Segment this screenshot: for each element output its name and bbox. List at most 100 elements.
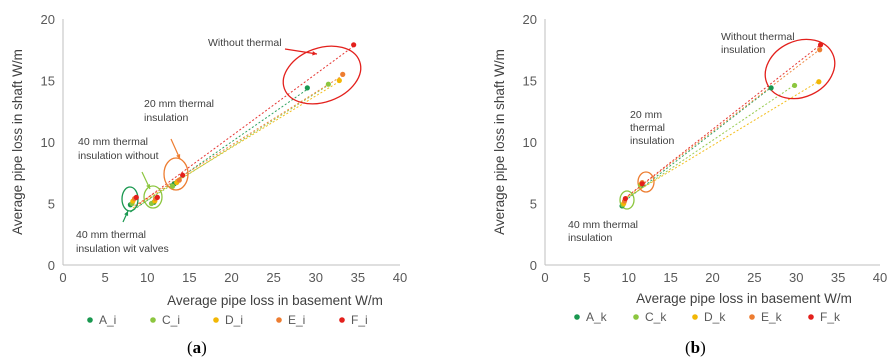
annotation-arrowhead — [124, 211, 129, 216]
x-tick-label: 0 — [59, 270, 66, 285]
data-point-A_i — [304, 85, 310, 91]
caption-b: (b) — [685, 338, 706, 358]
legend-marker-F_k — [808, 314, 814, 320]
data-point-D_k — [816, 79, 822, 85]
legend-label-E_i: E_i — [288, 313, 305, 327]
data-point-D_i — [336, 77, 342, 84]
annotation-line: thermal — [630, 122, 665, 134]
legend-marker-E_i — [276, 317, 282, 323]
x-tick-label: 15 — [663, 270, 677, 285]
trendline-C_i — [131, 84, 329, 211]
legend-marker-D_k — [692, 314, 698, 320]
trendline-D_i — [132, 81, 340, 209]
highlight-ellipse — [143, 185, 163, 209]
legend-marker-F_i — [339, 317, 345, 323]
annotation-label: Without thermal — [208, 37, 282, 49]
caption-a: (a) — [187, 338, 207, 358]
data-point-E_k — [817, 47, 823, 53]
annotation-line: insulation — [630, 135, 675, 147]
caption-letter-b: b — [690, 338, 701, 357]
annotation-arrowhead — [176, 154, 181, 159]
y-tick-label: 15 — [523, 74, 537, 89]
x-tick-label: 35 — [351, 270, 365, 285]
data-point-F_k — [817, 42, 824, 48]
y-tick-label: 5 — [530, 197, 537, 212]
legend-label-C_i: C_i — [162, 313, 180, 327]
legend-label-F_i: F_i — [351, 313, 368, 327]
x-tick-label: 10 — [140, 270, 154, 285]
highlight-ellipse — [282, 45, 362, 105]
caption-open-b: ( — [685, 338, 691, 357]
chart-a: 0 5 10 15 20 25 30 35 40 0 5 10 15 20 Average pipe los… — [10, 12, 407, 327]
annotation-line: insulation wit valves — [76, 243, 169, 255]
trendline-C_k — [622, 84, 795, 202]
x-tick-label: 40 — [393, 270, 407, 285]
trendline-E_i — [134, 75, 343, 207]
highlight-ellipse — [163, 157, 189, 191]
annotation-line: Without thermal — [721, 31, 795, 43]
x-tick-label: 15 — [182, 270, 196, 285]
caption-close-a: ) — [201, 338, 207, 357]
annotation-line: insulation without — [78, 150, 159, 162]
x-axis-label: Average pipe loss in basement W/m — [167, 293, 383, 308]
legend-marker-A_i — [87, 317, 93, 323]
annotation-label: 40 mm thermal insulation — [568, 219, 638, 244]
legend-label-E_k: E_k — [761, 310, 783, 324]
highlight-ellipse — [619, 190, 635, 210]
x-tick-label: 5 — [102, 270, 109, 285]
x-tick-label: 25 — [747, 270, 761, 285]
data-point-F_k — [639, 181, 645, 187]
data-point-E_i — [340, 71, 346, 77]
y-tick-label: 10 — [41, 135, 55, 150]
trendline-F_i — [136, 45, 354, 207]
annotation-label: Without thermal insulation — [721, 31, 795, 56]
y-axis-label: Average pipe loss in shaft W/m — [492, 49, 507, 235]
legend-label-A_i: A_i — [99, 313, 116, 327]
annotation-label: 20 mm thermal insulation — [144, 98, 214, 124]
caption-open-a: ( — [187, 338, 193, 357]
annotation-line: insulation — [721, 44, 766, 56]
x-tick-label: 20 — [224, 270, 238, 285]
legend-label-F_k: F_k — [820, 310, 841, 324]
legend-marker-D_i — [213, 317, 219, 323]
legend-marker-E_k — [749, 314, 755, 320]
data-point-E_i — [176, 177, 182, 183]
y-tick-label: 20 — [41, 12, 55, 27]
annotation-label: 40 mm thermal insulation wit valves — [76, 229, 169, 255]
caption-close-b: ) — [700, 338, 706, 357]
x-tick-label: 5 — [583, 270, 590, 285]
y-tick-label: 20 — [523, 12, 537, 27]
x-axis-label: Average pipe loss in basement W/m — [636, 291, 852, 306]
data-point-F_i — [154, 194, 160, 200]
y-tick-label: 5 — [48, 197, 55, 212]
x-tick-label: 20 — [705, 270, 719, 285]
annotation-label: 20 mm thermal insulation — [630, 109, 675, 147]
annotation-arrow — [284, 48, 318, 55]
x-tick-label: 30 — [789, 270, 803, 285]
y-tick-label: 0 — [530, 258, 537, 273]
trendline-F_k — [625, 44, 821, 199]
legend-marker-A_k — [574, 314, 580, 320]
annotation-label: 40 mm thermal insulation without — [78, 136, 159, 162]
y-axis-label: Average pipe loss in shaft W/m — [10, 49, 25, 235]
legend-label-C_k: C_k — [645, 310, 667, 324]
chart-b: 0 5 10 15 20 25 30 35 40 0 5 10 15 20 Average pipe los… — [492, 12, 887, 324]
annotation-line: 40 mm thermal — [76, 229, 146, 241]
data-point-C_k — [791, 82, 798, 89]
data-point-F_i — [351, 42, 357, 48]
legend-label-D_k: D_k — [704, 310, 726, 324]
annotation-line: 20 mm thermal — [144, 98, 214, 110]
data-point-F_k — [622, 195, 629, 202]
trendline-D_k — [623, 80, 820, 200]
legend-marker-C_k — [633, 314, 639, 320]
x-tick-label: 25 — [266, 270, 280, 285]
annotation-line: insulation — [144, 112, 189, 124]
x-tick-label: 35 — [831, 270, 845, 285]
legend-marker-C_i — [150, 317, 156, 323]
data-point-C_i — [169, 183, 176, 189]
annotation-line: Without thermal — [208, 37, 282, 49]
data-point-C_i — [325, 81, 331, 87]
legend-label-A_k: A_k — [586, 310, 608, 324]
y-tick-label: 15 — [41, 74, 55, 89]
